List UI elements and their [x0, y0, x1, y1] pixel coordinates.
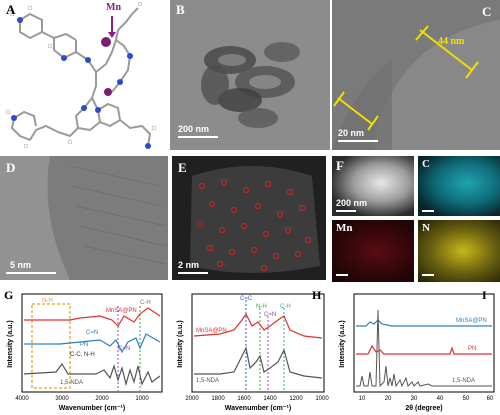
series-1-5-nda-h [194, 346, 323, 379]
map-label-mn: Mn [336, 222, 353, 234]
scale-label-f: 200 nm [336, 198, 368, 208]
hrtem-c-texture [332, 0, 500, 150]
eds-map-mn [332, 220, 414, 282]
series-pn-i [356, 344, 492, 355]
panel-letter-g: G [4, 288, 14, 302]
thickness-line-44 [419, 29, 473, 71]
panel-letter-c: C [482, 4, 492, 19]
tick-h-1000: 1000 [315, 396, 329, 402]
tick-h-1600: 1600 [237, 396, 251, 402]
tick-h-2000: 2000 [185, 396, 199, 402]
mn-atom-upper [101, 37, 111, 47]
tick-i-60: 60 [487, 396, 494, 402]
tick-i-40: 40 [437, 396, 444, 402]
ylabel-i: Intensity (a.u.) [339, 320, 346, 367]
scale-bar-b [178, 136, 218, 138]
tick-i-50: 50 [463, 396, 470, 402]
series-mnsa-pn-h [193, 312, 323, 339]
ftir-g-plot: 4000 3000 2000 1000 Wavenumber (cm⁻¹) In… [7, 293, 163, 412]
scale-bar-f [336, 210, 356, 212]
scale-bar-e [178, 272, 208, 274]
legend-h-1-5-nda: 1,5-NDA [196, 378, 219, 384]
legend-g-pn: PN [80, 342, 88, 348]
tick-h-1800: 1800 [211, 396, 225, 402]
panel-b-tem-image: B 200 nm [170, 0, 330, 150]
legend-g-mnsa-pn: MnSA@PN [106, 308, 137, 314]
annot-h-ch: C-H [280, 304, 291, 310]
legend-h-mnsa-pn: MnSA@PN [196, 328, 227, 334]
panel-letter-f: F [336, 158, 344, 173]
tick-i-20: 20 [385, 396, 392, 402]
xlabel-i: 2θ (degree) [405, 405, 442, 412]
panel-g-ftir-chart: 4000 3000 2000 1000 Wavenumber (cm⁻¹) In… [0, 286, 168, 415]
tick-g-4000: 4000 [15, 396, 29, 402]
panel-letter-a: A [6, 2, 16, 17]
eds-map-n [418, 220, 500, 282]
xrd-i-plot: 10 20 30 40 50 60 2θ (degree) Intensity … [339, 293, 495, 412]
panel-letter-b: B [176, 2, 185, 17]
annot-g-ch: C-H [140, 300, 151, 306]
panel-letter-d: D [6, 160, 16, 175]
legend-i-1-5-nda: 1,5-NDA [452, 378, 475, 384]
thickness-label: 44 nm [438, 36, 465, 47]
annot-g-cc-nh: C-C, N-H [70, 352, 95, 358]
annot-h-cc: C=C [240, 296, 253, 302]
panel-c-hrtem: C 44 nm 20 nm [332, 0, 500, 150]
tick-g-2000: 2000 [95, 396, 109, 402]
xlabel-h: Wavenumber (cm⁻¹) [225, 405, 291, 412]
scale-label-e: 2 nm [178, 260, 200, 270]
haadf-overview [332, 156, 414, 216]
annot-g-cn-lower: C=N [118, 346, 130, 352]
map-label-n: N [422, 222, 430, 234]
tick-i-30: 30 [411, 396, 418, 402]
scale-label-b: 200 nm [178, 124, 210, 134]
mn-atom-lower [104, 88, 112, 96]
series-mnsa-pn-i [356, 319, 492, 327]
panel-d-hrtem: D 5 nm [0, 156, 168, 280]
scale-bar-d [6, 272, 56, 274]
ylabel-h: Intensity (a.u.) [177, 320, 184, 367]
scale-label-c: 20 nm [338, 128, 365, 138]
panel-letter-e: E [178, 160, 187, 175]
panel-letter-h: H [312, 288, 322, 302]
annot-g-cn-upper: C=N [86, 330, 98, 336]
annot-h-nh: N-H [256, 304, 267, 310]
series-mnsa-pn-g [24, 307, 161, 327]
thickness-line-lower [337, 97, 373, 125]
tick-i-10: 10 [359, 396, 366, 402]
legend-g-1-5-nda: 1,5-NDA [60, 380, 83, 386]
hrtem-d-texture [0, 156, 168, 280]
nh-region-box [31, 303, 71, 389]
tick-h-1200: 1200 [289, 396, 303, 402]
map-label-c: C [422, 158, 430, 170]
panel-h-ftir-chart: 2000 1800 1600 1400 1200 1000 Wavenumber… [170, 286, 330, 415]
legend-i-mnsa-pn: MnSA@PN [456, 318, 487, 324]
panel-i-xrd-chart: 10 20 30 40 50 60 2θ (degree) Intensity … [332, 286, 500, 415]
series-1-5-nda-g [23, 362, 161, 387]
scale-label-d: 5 nm [10, 260, 32, 270]
panel-letter-i: I [482, 288, 487, 302]
tick-g-3000: 3000 [55, 396, 69, 402]
tem-particles [170, 0, 330, 150]
ylabel-g: Intensity (a.u.) [7, 320, 14, 367]
mn-label: Mn [106, 2, 121, 13]
tick-g-1000: 1000 [135, 396, 149, 402]
haadf-single-atoms [172, 156, 326, 280]
panel-a-molecular-model: A Mn [0, 0, 168, 150]
xlabel-g: Wavenumber (cm⁻¹) [59, 405, 125, 412]
eds-map-c [418, 156, 500, 216]
series-pn-g [24, 333, 161, 354]
annot-g-nh: N-H [42, 298, 53, 304]
annot-h-cn: C=N [264, 312, 276, 318]
legend-i-pn: PN [468, 346, 476, 352]
panel-e-haadf: E 2 nm [172, 156, 326, 280]
series-1-5-nda-i [356, 309, 492, 388]
ftir-h-plot: 2000 1800 1600 1400 1200 1000 Wavenumber… [177, 293, 329, 412]
tick-h-1400: 1400 [263, 396, 277, 402]
panel-f-eds-maps: F C Mn N 200 nm [332, 156, 500, 282]
molecule-drawing [5, 1, 157, 149]
scale-bar-c [338, 140, 378, 142]
